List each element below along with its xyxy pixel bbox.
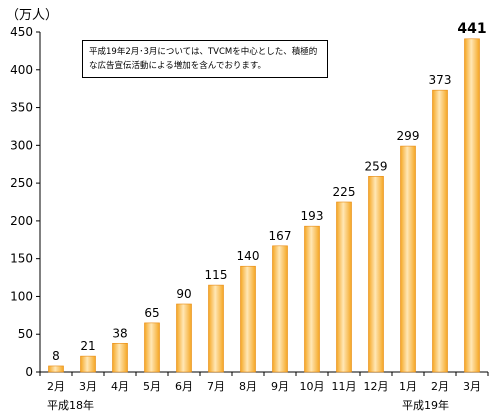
bar-value-label: 299 bbox=[397, 129, 420, 143]
bar-value-label: 441 bbox=[457, 21, 486, 37]
bar bbox=[400, 145, 416, 373]
annotation-box: 平成19年2月･3月については、TVCMを中心とした、積極的な広告宣伝活動による… bbox=[82, 40, 328, 78]
x-tick-label: 2月 bbox=[431, 380, 449, 393]
y-tick-label: 150 bbox=[10, 252, 33, 266]
y-tick-label: 0 bbox=[25, 365, 33, 379]
bar bbox=[176, 303, 192, 373]
bar-value-label: 373 bbox=[429, 73, 452, 87]
y-tick-label: 300 bbox=[10, 138, 33, 152]
bar-value-label: 21 bbox=[80, 339, 95, 353]
x-tick-label: 3月 bbox=[79, 380, 97, 393]
bar bbox=[240, 265, 256, 373]
y-tick-label: 100 bbox=[10, 289, 33, 303]
x-tick-label: 9月 bbox=[271, 380, 289, 393]
y-tick-label: 250 bbox=[10, 176, 33, 190]
bar-value-label: 167 bbox=[269, 229, 292, 243]
x-tick-label: 3月 bbox=[463, 380, 481, 393]
x-tick-label: 7月 bbox=[207, 380, 225, 393]
era-label-heisei18: 平成18年 bbox=[47, 399, 94, 412]
x-tick-label: 8月 bbox=[239, 380, 257, 393]
bar bbox=[336, 201, 352, 373]
bar bbox=[80, 355, 96, 373]
bar-value-label: 90 bbox=[176, 287, 191, 301]
bar bbox=[48, 365, 64, 373]
bars bbox=[48, 38, 480, 373]
y-tick-label: 350 bbox=[10, 101, 33, 115]
y-tick-label: 200 bbox=[10, 214, 33, 228]
labels: 8 2月 21 3月 38 4月 65 5月 90 6月 115 7月 140 8月 167 9月 193 10月… bbox=[47, 21, 487, 393]
bar bbox=[112, 342, 128, 373]
x-tick-label: 12月 bbox=[364, 380, 389, 393]
x-tick-label: 6月 bbox=[175, 380, 193, 393]
bar bbox=[464, 38, 480, 373]
bar bbox=[208, 284, 224, 373]
y-tick-label: 450 bbox=[10, 25, 33, 39]
y-tick-label: 50 bbox=[18, 327, 33, 341]
bar bbox=[368, 176, 384, 373]
bar bbox=[432, 89, 448, 373]
bar bbox=[272, 245, 288, 373]
bar-value-label: 65 bbox=[144, 306, 159, 320]
bar-value-label: 115 bbox=[205, 268, 228, 282]
bar bbox=[144, 322, 160, 373]
x-tick-label: 5月 bbox=[143, 380, 161, 393]
x-tick-label: 4月 bbox=[111, 380, 129, 393]
era-label-heisei19: 平成19年 bbox=[402, 399, 449, 412]
x-tick-label: 10月 bbox=[300, 380, 325, 393]
x-tick-label: 11月 bbox=[332, 380, 357, 393]
bar-value-label: 193 bbox=[301, 209, 324, 223]
y-tick-label: 400 bbox=[10, 63, 33, 77]
y-axis-unit-label: （万人） bbox=[6, 8, 59, 23]
x-tick-label: 2月 bbox=[47, 380, 65, 393]
bar-value-label: 140 bbox=[237, 249, 260, 263]
bar-value-label: 38 bbox=[112, 326, 127, 340]
axes: 0 50 100 150 200 250 300 350 400 450 bbox=[10, 25, 489, 379]
bar bbox=[304, 225, 320, 373]
bar-value-label: 259 bbox=[365, 159, 388, 173]
bar-value-label: 225 bbox=[333, 185, 356, 199]
bar-value-label: 8 bbox=[52, 349, 60, 363]
x-tick-label: 1月 bbox=[399, 380, 417, 393]
